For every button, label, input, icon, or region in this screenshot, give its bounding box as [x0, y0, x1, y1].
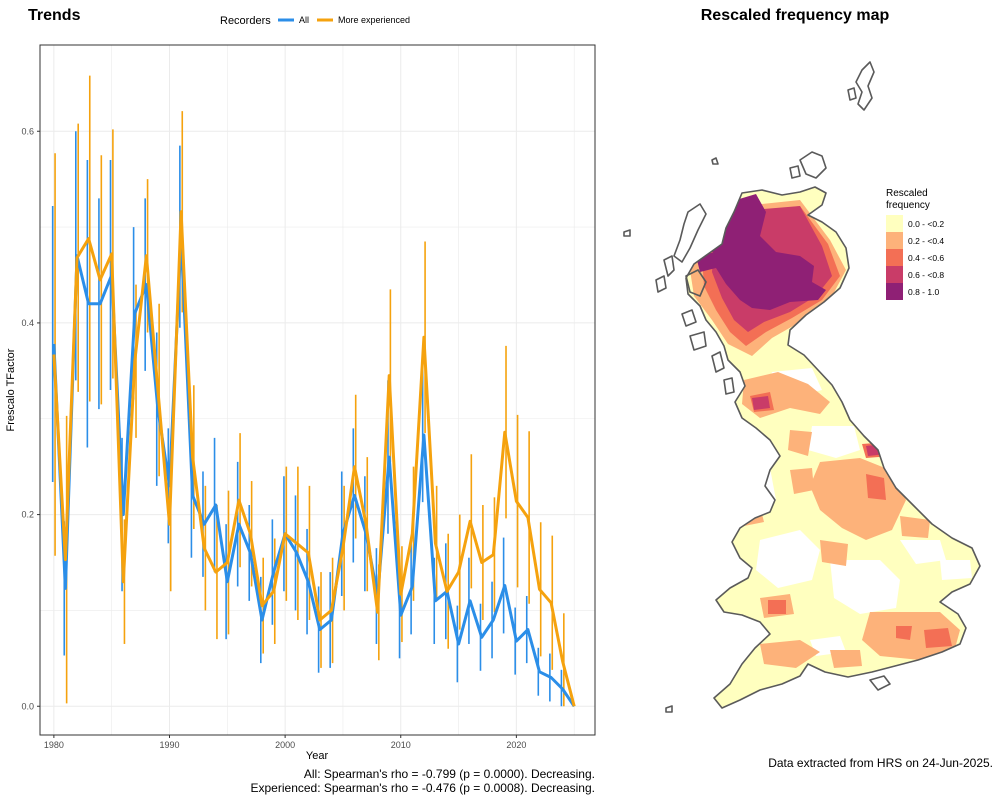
series-line-more-experienced	[52, 210, 576, 707]
y-tick-label: 0.6	[21, 126, 34, 136]
map-legend-swatch	[886, 266, 903, 283]
map-legend-swatch	[886, 232, 903, 249]
trends-title: Trends	[28, 7, 81, 24]
map-legend-swatch	[886, 249, 903, 266]
trends-plot: 1980 1990 2000 2010 2020 0.0 0.2 0.4 0.6	[21, 44, 596, 750]
map-legend-title-2: frequency	[886, 200, 930, 211]
x-axis-title: Year	[306, 750, 329, 762]
map-footer: Data extracted from HRS on 24-Jun-2025.	[768, 756, 993, 770]
trends-legend: Recorders All More experienced	[220, 15, 410, 27]
y-axis-ticks: 0.0 0.2 0.4 0.6	[21, 126, 40, 711]
series-lines	[52, 210, 576, 708]
legend-label-all: All	[299, 15, 309, 25]
x-tick-label: 1990	[159, 740, 179, 750]
freq-gaps	[730, 296, 972, 656]
map	[623, 61, 981, 713]
legend-label-more-experienced: More experienced	[338, 15, 410, 25]
y-tick-label: 0.0	[21, 701, 34, 711]
map-legend-label: 0.0 - <0.2	[908, 219, 944, 229]
legend-title: Recorders	[220, 15, 271, 27]
plot-border	[39, 44, 596, 736]
y-tick-label: 0.4	[21, 318, 34, 328]
map-legend: Rescaled frequency 0.0 - <0.2 0.2 - <0.4 0…	[886, 188, 944, 300]
map-legend-swatch	[886, 283, 903, 300]
map-legend-label: 0.6 - <0.8	[908, 270, 944, 280]
map-legend-title: Rescaled	[886, 188, 928, 199]
stat-experienced: Experienced: Spearman's rho = -0.476 (p …	[251, 781, 596, 795]
plot-background	[40, 45, 595, 735]
x-tick-label: 1980	[44, 740, 64, 750]
map-legend-label: 0.4 - <0.6	[908, 253, 944, 263]
map-legend-swatch	[886, 215, 903, 232]
map-title: Rescaled frequency map	[701, 7, 890, 24]
x-tick-label: 2020	[506, 740, 526, 750]
y-tick-label: 0.2	[21, 510, 34, 520]
map-legend-label: 0.2 - <0.4	[908, 236, 944, 246]
y-axis-title: Frescalo TFactor	[5, 348, 17, 431]
x-tick-label: 2010	[391, 740, 411, 750]
x-tick-label: 2000	[275, 740, 295, 750]
stat-all: All: Spearman's rho = -0.799 (p = 0.0000…	[304, 767, 595, 781]
map-legend-label: 0.8 - 1.0	[908, 287, 939, 297]
x-axis-ticks: 1980 1990 2000 2010 2020	[44, 735, 526, 750]
coastline	[623, 61, 981, 713]
